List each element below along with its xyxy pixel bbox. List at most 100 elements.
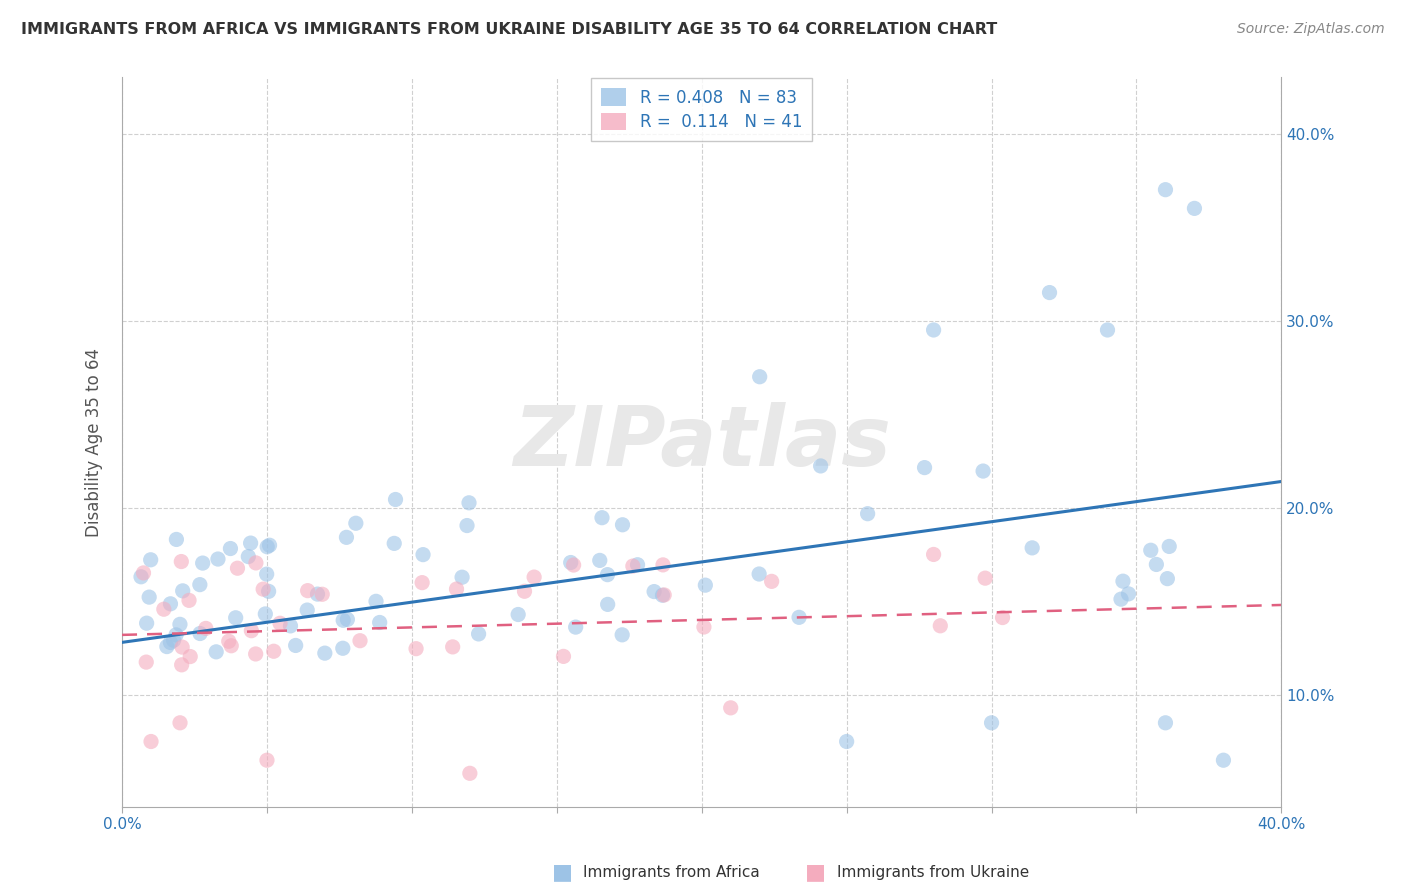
- Point: [1021, 541, 1043, 555]
- Point: [1144, 558, 1167, 572]
- Point: [451, 570, 474, 584]
- Text: Immigrants from Ukraine: Immigrants from Ukraine: [837, 865, 1029, 880]
- Point: [336, 612, 359, 626]
- Point: [169, 617, 191, 632]
- Point: [596, 567, 619, 582]
- Point: [643, 584, 665, 599]
- Point: [256, 567, 278, 582]
- Point: [693, 620, 716, 634]
- Point: [269, 616, 291, 631]
- Text: ■: ■: [806, 863, 825, 882]
- Point: [1097, 323, 1119, 337]
- Point: [589, 553, 612, 567]
- Point: [553, 649, 575, 664]
- Point: [1154, 715, 1177, 730]
- Point: [612, 517, 634, 532]
- Point: [1038, 285, 1060, 300]
- Point: [256, 540, 278, 554]
- Point: [335, 530, 357, 544]
- Point: [165, 533, 187, 547]
- Point: [856, 507, 879, 521]
- Point: [562, 558, 585, 572]
- Point: [368, 615, 391, 630]
- Point: [914, 460, 936, 475]
- Point: [139, 553, 162, 567]
- Point: [254, 607, 277, 621]
- Point: [991, 610, 1014, 624]
- Point: [652, 588, 675, 602]
- Point: [1139, 543, 1161, 558]
- Point: [207, 552, 229, 566]
- Point: [1154, 183, 1177, 197]
- Point: [596, 598, 619, 612]
- Point: [135, 616, 157, 631]
- Point: [284, 639, 307, 653]
- Point: [252, 582, 274, 596]
- Point: [695, 578, 717, 592]
- Point: [344, 516, 367, 531]
- Point: [384, 492, 406, 507]
- Point: [219, 541, 242, 556]
- Point: [205, 645, 228, 659]
- Point: [612, 628, 634, 642]
- Point: [1159, 540, 1181, 554]
- Point: [240, 624, 263, 638]
- Point: [748, 567, 770, 582]
- Point: [191, 556, 214, 570]
- Point: [256, 753, 278, 767]
- Point: [922, 548, 945, 562]
- Point: [974, 571, 997, 585]
- Point: [170, 555, 193, 569]
- Point: [411, 575, 433, 590]
- Point: [810, 458, 832, 473]
- Point: [458, 766, 481, 780]
- Point: [218, 634, 240, 648]
- Point: [972, 464, 994, 478]
- Point: [621, 559, 644, 574]
- Point: [446, 582, 468, 596]
- Point: [382, 536, 405, 550]
- Point: [1118, 587, 1140, 601]
- Point: [139, 734, 162, 748]
- Text: ■: ■: [553, 863, 572, 882]
- Point: [314, 646, 336, 660]
- Point: [748, 369, 770, 384]
- Point: [513, 584, 536, 599]
- Text: Source: ZipAtlas.com: Source: ZipAtlas.com: [1237, 22, 1385, 37]
- Point: [980, 715, 1002, 730]
- Point: [564, 620, 586, 634]
- Point: [169, 715, 191, 730]
- Point: [263, 644, 285, 658]
- Point: [172, 583, 194, 598]
- Point: [441, 640, 464, 654]
- Point: [652, 558, 675, 572]
- Point: [456, 518, 478, 533]
- Point: [405, 641, 427, 656]
- Point: [1184, 202, 1206, 216]
- Point: [1212, 753, 1234, 767]
- Point: [135, 655, 157, 669]
- Point: [458, 496, 481, 510]
- Point: [226, 561, 249, 575]
- Point: [179, 649, 201, 664]
- Point: [129, 570, 152, 584]
- Point: [156, 640, 179, 654]
- Point: [239, 536, 262, 550]
- Point: [626, 558, 648, 572]
- Point: [245, 647, 267, 661]
- Text: ZIPatlas: ZIPatlas: [513, 401, 890, 483]
- Point: [349, 633, 371, 648]
- Point: [165, 628, 187, 642]
- Point: [560, 556, 582, 570]
- Point: [280, 619, 302, 633]
- Point: [761, 574, 783, 589]
- Point: [364, 594, 387, 608]
- Point: [225, 611, 247, 625]
- Point: [162, 633, 184, 648]
- Point: [412, 548, 434, 562]
- Point: [307, 587, 329, 601]
- Point: [467, 627, 489, 641]
- Point: [172, 640, 194, 654]
- Point: [591, 510, 613, 524]
- Point: [297, 603, 319, 617]
